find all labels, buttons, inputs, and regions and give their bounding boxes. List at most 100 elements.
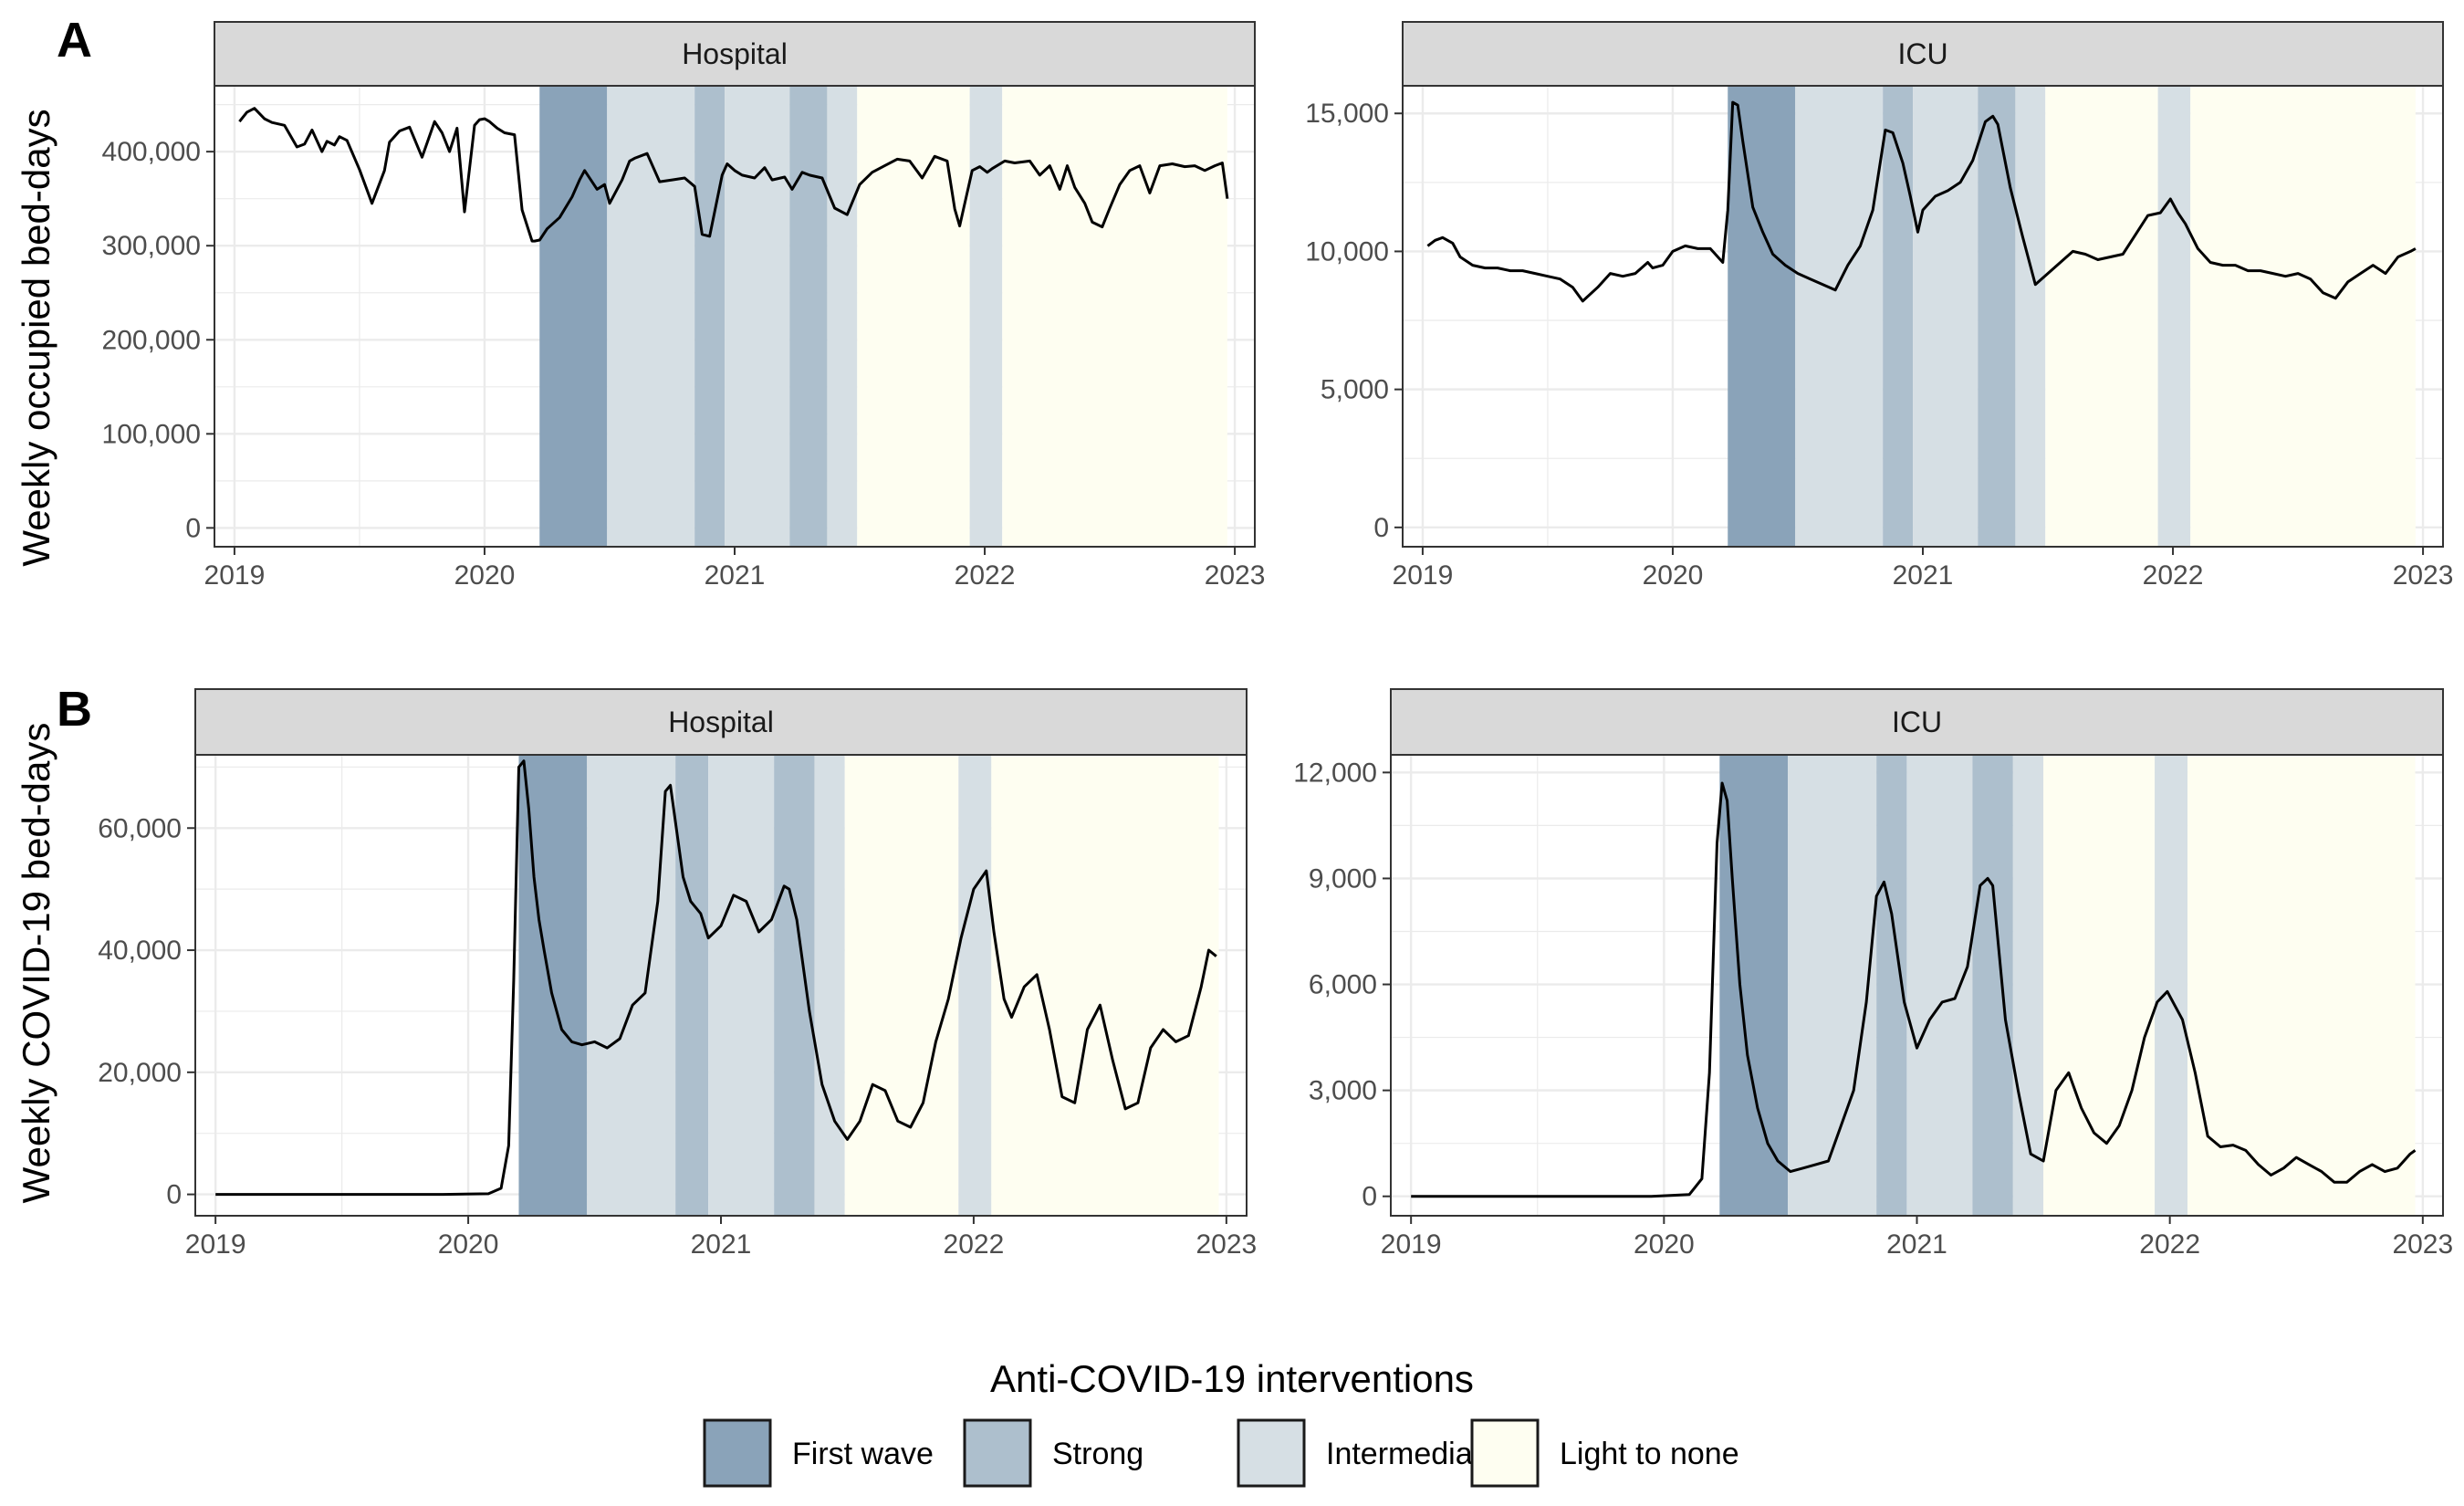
x-tick-label: 2022 bbox=[955, 560, 1016, 591]
band-light-to-none bbox=[2045, 86, 2158, 547]
y-tick-label: 10,000 bbox=[1305, 236, 1389, 267]
band-first-wave bbox=[1719, 755, 1789, 1216]
x-tick-label: 2019 bbox=[1393, 560, 1454, 591]
legend-item: Intermediary bbox=[1237, 1418, 1498, 1488]
intervention-bands bbox=[518, 755, 1219, 1216]
panel-a-icu: ICU 0 5,000 10,000 15,000 2019 2020 2021 2022 202… bbox=[1305, 21, 2454, 591]
band-intermediary bbox=[1906, 755, 1973, 1216]
legend: Anti-COVID-19 interventions First wave St… bbox=[703, 1357, 1739, 1488]
facet-strip bbox=[194, 688, 1248, 756]
x-tick-label: 2021 bbox=[691, 1229, 752, 1260]
panel-a-hospital: Hospital 0 100,000 200,000 300,000 400,000 201… bbox=[102, 21, 1266, 591]
series-line bbox=[238, 107, 1229, 243]
facet-strip-label: Hospital bbox=[682, 37, 788, 70]
y-tick-label: 0 bbox=[1373, 513, 1389, 543]
band-light-to-none bbox=[991, 755, 1219, 1216]
x-tick-label: 2023 bbox=[1205, 560, 1266, 591]
x-tick-label: 2022 bbox=[2143, 560, 2204, 591]
panel-b-icu: ICU 0 3,000 6,000 9,000 12,000 2019 2020 2021 202… bbox=[1293, 688, 2453, 1260]
y-axis-title-a: Weekly occupied bed-days bbox=[15, 109, 57, 566]
legend-label: Intermediary bbox=[1326, 1437, 1498, 1471]
x-tick-label: 2021 bbox=[1893, 560, 1954, 591]
legend-item: Strong bbox=[963, 1418, 1143, 1488]
y-axis-title-b: Weekly COVID-19 bed-days bbox=[15, 723, 57, 1204]
x-tick-label: 2019 bbox=[1381, 1229, 1442, 1260]
band-intermediary bbox=[708, 755, 775, 1216]
y-tick-label: 60,000 bbox=[98, 813, 182, 843]
y-tick-label: 9,000 bbox=[1309, 863, 1377, 894]
x-tick-label: 2021 bbox=[705, 560, 766, 591]
series-line bbox=[215, 759, 1217, 1197]
band-intermediary bbox=[2015, 86, 2046, 547]
intervention-bands bbox=[539, 86, 1227, 547]
facet-strip-label: ICU bbox=[1892, 706, 1942, 738]
y-tick-label: 100,000 bbox=[102, 419, 201, 449]
y-tick-label: 0 bbox=[1362, 1182, 1377, 1212]
intervention-bands bbox=[1728, 86, 2416, 547]
y-tick-label: 400,000 bbox=[102, 137, 201, 167]
band-strong bbox=[1978, 86, 2016, 547]
band-intermediary bbox=[1788, 755, 1877, 1216]
band-intermediary bbox=[607, 86, 695, 547]
y-tick-label: 40,000 bbox=[98, 936, 182, 966]
series-line bbox=[1426, 100, 2417, 303]
band-light-to-none bbox=[2043, 755, 2156, 1216]
x-tick-label: 2023 bbox=[2392, 1229, 2453, 1260]
legend-label: Strong bbox=[1052, 1437, 1143, 1471]
band-light-to-none bbox=[2187, 755, 2416, 1216]
band-intermediary bbox=[2155, 755, 2188, 1216]
row-tag-b: B bbox=[57, 682, 92, 737]
band-strong bbox=[1883, 86, 1914, 547]
band-strong bbox=[675, 755, 709, 1216]
band-intermediary bbox=[587, 755, 676, 1216]
y-tick-label: 300,000 bbox=[102, 231, 201, 261]
y-tick-label: 3,000 bbox=[1309, 1076, 1377, 1106]
facet-strip bbox=[1402, 21, 2444, 87]
band-light-to-none bbox=[1002, 86, 1227, 547]
x-tick-label: 2019 bbox=[185, 1229, 246, 1260]
panel-b-hospital: Hospital 0 20,000 40,000 60,000 2019 2020 2021 2… bbox=[98, 688, 1257, 1260]
band-strong bbox=[789, 86, 828, 547]
band-strong bbox=[1972, 755, 2013, 1216]
row-tag-a: A bbox=[57, 13, 92, 68]
y-tick-label: 12,000 bbox=[1293, 758, 1377, 788]
y-tick-label: 0 bbox=[166, 1180, 182, 1210]
x-tick-label: 2022 bbox=[2139, 1229, 2200, 1260]
facet-strip bbox=[214, 21, 1256, 87]
series-line bbox=[1411, 781, 2417, 1198]
y-tick-label: 200,000 bbox=[102, 325, 201, 355]
x-tick-label: 2020 bbox=[1643, 560, 1704, 591]
y-tick-label: 15,000 bbox=[1305, 99, 1389, 129]
band-strong bbox=[774, 755, 815, 1216]
legend-key bbox=[1470, 1418, 1540, 1488]
x-tick-label: 2020 bbox=[454, 560, 516, 591]
band-intermediary bbox=[2157, 86, 2191, 547]
band-light-to-none bbox=[844, 755, 959, 1216]
legend-label: Light to none bbox=[1560, 1437, 1739, 1471]
legend-key bbox=[1237, 1418, 1306, 1488]
intervention-bands bbox=[1719, 755, 2416, 1216]
x-tick-label: 2023 bbox=[1195, 1229, 1257, 1260]
y-tick-label: 6,000 bbox=[1309, 970, 1377, 1000]
band-intermediary bbox=[1913, 86, 1979, 547]
legend-label: First wave bbox=[792, 1437, 934, 1471]
band-light-to-none bbox=[857, 86, 970, 547]
band-intermediary bbox=[814, 755, 845, 1216]
legend-title: Anti-COVID-19 interventions bbox=[990, 1357, 1474, 1400]
y-tick-label: 20,000 bbox=[98, 1058, 182, 1088]
legend-key bbox=[703, 1418, 772, 1488]
y-tick-label: 0 bbox=[185, 513, 201, 543]
legend-item: Light to none bbox=[1470, 1418, 1739, 1488]
band-intermediary bbox=[725, 86, 790, 547]
band-intermediary bbox=[827, 86, 858, 547]
legend-item: First wave bbox=[703, 1418, 934, 1488]
band-first-wave bbox=[539, 86, 608, 547]
band-strong bbox=[694, 86, 726, 547]
x-tick-label: 2020 bbox=[1634, 1229, 1695, 1260]
x-tick-label: 2023 bbox=[2393, 560, 2454, 591]
facet-strip-label: ICU bbox=[1897, 37, 1947, 70]
band-first-wave bbox=[1728, 86, 1796, 547]
facet-strip-label: Hospital bbox=[668, 706, 774, 738]
band-light-to-none bbox=[2190, 86, 2416, 547]
